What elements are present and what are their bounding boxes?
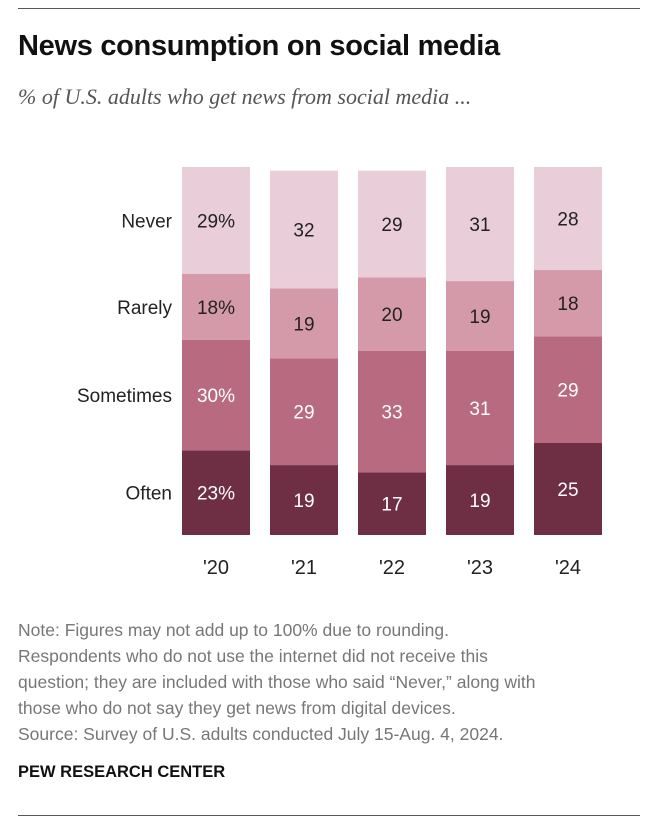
data-label: 31 [469,215,490,236]
data-label: 29 [293,403,314,424]
bar-segment-never [534,167,602,271]
data-label: 20 [381,305,402,326]
bar-segment-sometimes [534,336,602,443]
note-line: Respondents who do not use the internet … [18,646,488,666]
bar-segment-never [446,167,514,282]
brand-logo-text: PEW RESEARCH CENTER [18,763,226,781]
data-label: 19 [469,307,490,328]
data-label: 29 [381,215,402,236]
x-tick-label: '22 [379,557,405,579]
data-label: 30% [197,386,235,407]
bar-segment-rarely [358,277,426,351]
x-tick-label: '24 [555,557,581,579]
data-label: 29% [197,211,235,232]
legend-label: Rarely [117,298,172,319]
bar-segment-rarely [446,281,514,351]
data-label: 19 [293,314,314,335]
chart-subtitle: % of U.S. adults who get news from socia… [18,84,472,109]
bar-segment-often [358,472,426,535]
bar-segment-often [446,465,514,535]
data-label: 32 [293,221,314,242]
bar-segment-rarely [182,273,250,340]
x-tick-label: '23 [467,557,493,579]
bar-segment-often [534,443,602,535]
data-label: 28 [557,210,578,231]
bar-segment-never [182,167,250,274]
bar-segment-sometimes [182,339,250,451]
note-line: Note: Figures may not add up to 100% due… [18,620,449,640]
chart-title: News consumption on social media [18,30,500,62]
legend-label: Never [121,211,172,232]
bar-segment-sometimes [358,351,426,473]
note-line: question; they are included with those w… [18,672,536,692]
x-tick-label: '21 [291,557,317,579]
data-label: 25 [557,480,578,501]
bar-segment-never [270,170,338,289]
data-label: 18% [197,298,235,319]
data-label: 29 [557,381,578,402]
data-label: 19 [293,491,314,512]
data-label: 17 [381,495,402,516]
stacked-bar-chart: 23% Often 30% Sometimes 18% Rarely 29% Never '20… [77,167,602,579]
bar-segment-rarely [534,270,602,337]
legend-label: Sometimes [77,386,172,407]
bar-segment-sometimes [446,351,514,466]
legend-label: Often [126,484,172,505]
chart-note: Note: Figures may not add up to 100% due… [18,617,638,747]
data-label: 18 [557,294,578,315]
x-tick-label: '20 [203,557,229,579]
bar-segment-rarely [270,288,338,359]
bar-segment-often [270,465,338,535]
bar-segment-never [358,170,426,278]
data-label: 23% [197,484,235,505]
data-label: 31 [469,399,490,420]
top-rule [18,8,640,9]
bar-segment-often [182,450,250,535]
source-line: Source: Survey of U.S. adults conducted … [18,724,504,744]
bar-segment-sometimes [270,358,338,466]
data-label: 33 [381,403,402,424]
data-label: 19 [469,491,490,512]
bottom-rule [18,815,640,816]
note-line: those who do not say they get news from … [18,698,456,718]
